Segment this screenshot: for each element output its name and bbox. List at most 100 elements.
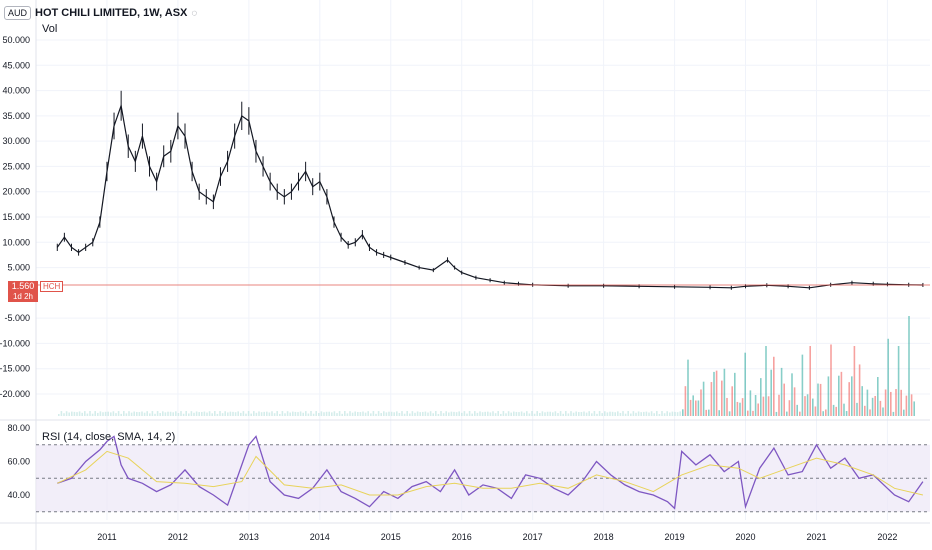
volume-bar xyxy=(175,411,177,416)
volume-bar xyxy=(107,411,109,416)
price-axis-tick: 40.000 xyxy=(2,86,30,96)
volume-bar xyxy=(242,411,245,416)
volume-bar xyxy=(871,397,874,416)
volume-bar xyxy=(364,412,367,416)
time-axis-tick: 2022 xyxy=(877,532,897,542)
volume-bar xyxy=(177,413,180,416)
volume-bar xyxy=(692,395,694,416)
price-axis-tick: -15.000 xyxy=(0,364,30,374)
volume-bar xyxy=(796,404,798,416)
volume-bar xyxy=(221,413,224,416)
volume-bar xyxy=(76,412,78,416)
volume-bar xyxy=(752,410,754,416)
volume-bar xyxy=(622,411,624,416)
volume-bar xyxy=(396,411,398,416)
price-axis-tick: 50.000 xyxy=(2,35,30,45)
volume-bar xyxy=(359,412,362,416)
volume-bar xyxy=(619,412,622,416)
volume-bar xyxy=(497,411,499,416)
volume-bar xyxy=(81,412,83,416)
volume-bar xyxy=(349,411,351,416)
volume-bar xyxy=(104,411,107,416)
volume-bar xyxy=(845,411,848,416)
volume-bar xyxy=(146,411,148,416)
volume-bar xyxy=(546,411,549,416)
volume-bar xyxy=(294,411,297,416)
volume-bar xyxy=(869,409,871,416)
volume-bar xyxy=(94,411,96,416)
volume-bar xyxy=(154,413,156,416)
volume-bar xyxy=(502,411,505,416)
time-axis-tick: 2012 xyxy=(168,532,188,542)
volume-bar xyxy=(648,412,650,416)
volume-bar xyxy=(351,412,354,416)
volume-bar xyxy=(390,411,393,416)
symbol-title: HOT CHILI LIMITED, 1W, ASX xyxy=(35,7,188,19)
volume-bar xyxy=(481,412,484,416)
volume-bar xyxy=(245,413,247,416)
price-axis-tick: 35.000 xyxy=(2,111,30,121)
volume-bar xyxy=(234,412,237,416)
volume-bar xyxy=(338,411,341,416)
volume-bar xyxy=(809,346,811,416)
volume-bar xyxy=(851,376,853,416)
volume-bar xyxy=(575,411,577,416)
volume-bar xyxy=(786,411,788,416)
volume-bar xyxy=(598,411,601,416)
volume-bar xyxy=(73,411,76,416)
volume-bar xyxy=(614,412,616,416)
volume-bar xyxy=(721,380,723,416)
volume-bar xyxy=(632,411,635,416)
volume-bar xyxy=(255,412,258,416)
volume-bar xyxy=(419,412,421,416)
volume-bar xyxy=(286,411,289,416)
volume-bar xyxy=(385,412,388,416)
volume-bar xyxy=(89,411,91,416)
volume-bar xyxy=(188,413,190,416)
volume-bar xyxy=(520,411,523,416)
volume-bar xyxy=(624,413,627,416)
volume-bar xyxy=(466,413,468,416)
volume-bar xyxy=(682,409,684,416)
volume-bar xyxy=(156,411,159,416)
volume-bar xyxy=(903,409,905,416)
volume-bar xyxy=(715,370,718,416)
volume-bar xyxy=(718,410,720,416)
time-axis-tick: 2020 xyxy=(736,532,756,542)
time-axis-tick: 2017 xyxy=(523,532,543,542)
volume-bar xyxy=(705,409,707,416)
volume-bar xyxy=(515,411,518,416)
time-axis-tick: 2015 xyxy=(381,532,401,542)
volume-bar xyxy=(91,413,94,416)
volume-bar xyxy=(687,359,689,416)
ticker-label: HCH xyxy=(40,281,64,292)
volume-bar xyxy=(203,411,206,416)
price-axis-tick: -20.000 xyxy=(0,389,30,399)
volume-bar xyxy=(195,411,198,416)
volume-bar xyxy=(201,411,203,416)
volume-bar xyxy=(874,395,876,416)
currency-badge[interactable]: AUD xyxy=(4,6,32,20)
volume-bar xyxy=(315,411,317,416)
volume-bar xyxy=(468,411,471,416)
volume-bar xyxy=(484,411,486,416)
volume-bar xyxy=(240,412,242,416)
volume-bar xyxy=(271,411,273,416)
time-axis-tick: 2013 xyxy=(239,532,259,542)
volume-bar xyxy=(635,412,637,416)
volume-bar xyxy=(305,411,307,416)
volume-bar xyxy=(895,389,897,416)
volume-bar xyxy=(739,402,741,416)
volume-bar xyxy=(671,411,674,416)
volume-bar xyxy=(198,412,200,416)
volume-bar xyxy=(557,413,559,416)
volume-bar xyxy=(159,413,161,416)
volume-bar xyxy=(778,394,780,416)
volume-bar xyxy=(344,411,346,416)
volume-bar xyxy=(78,411,81,416)
volume-bar xyxy=(102,412,104,416)
volume-bar xyxy=(247,411,250,416)
volume-bar xyxy=(354,411,356,416)
volume-bar xyxy=(601,413,603,416)
eye-icon[interactable]: ◌ xyxy=(191,7,198,19)
